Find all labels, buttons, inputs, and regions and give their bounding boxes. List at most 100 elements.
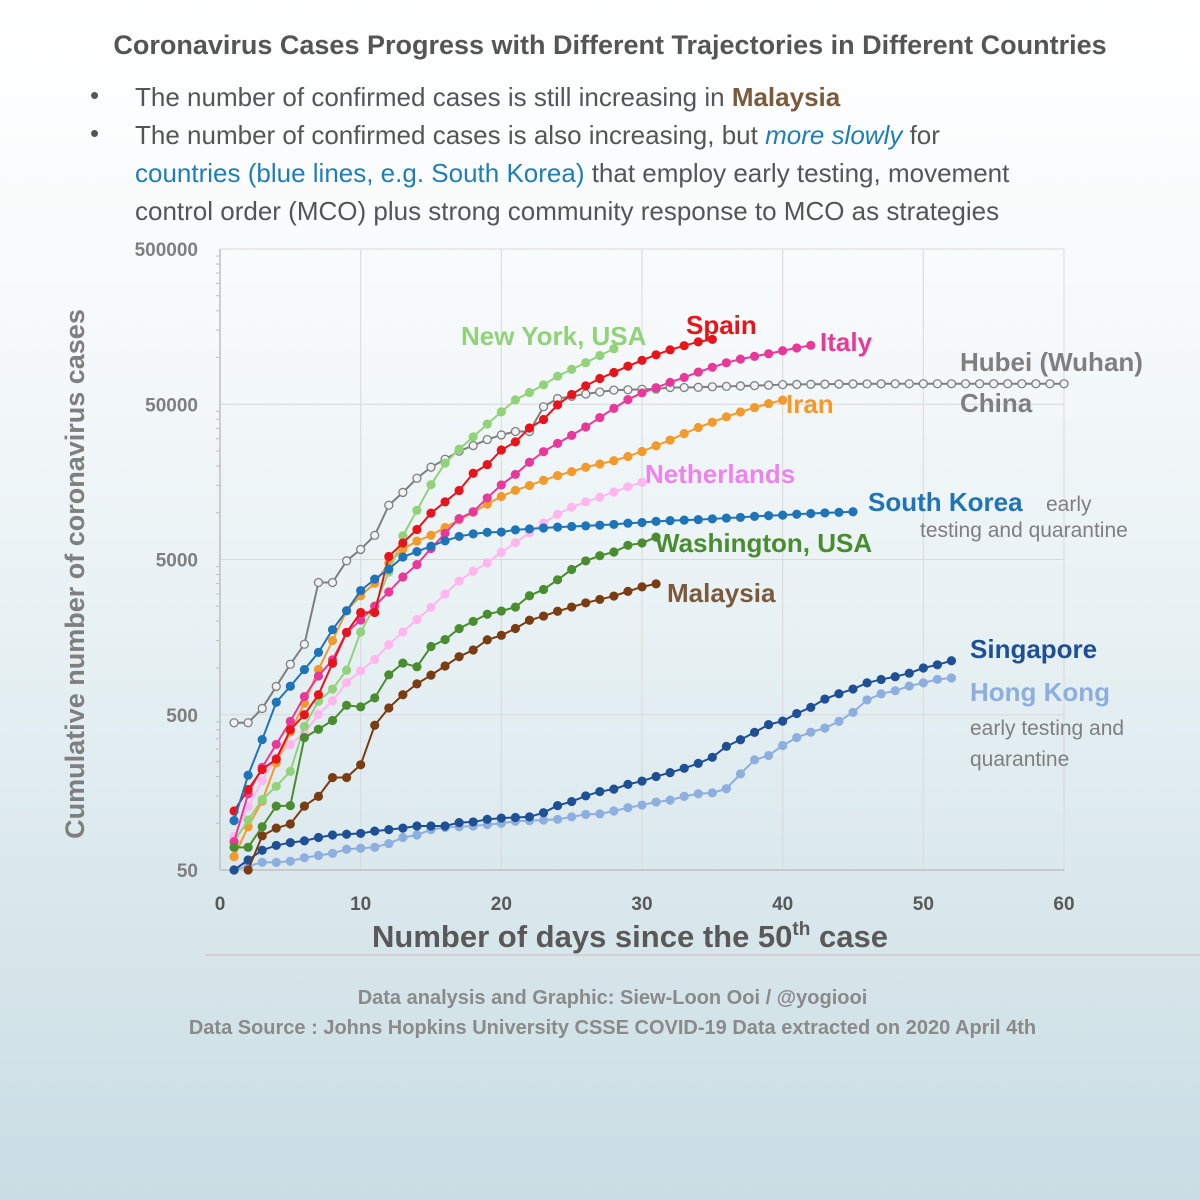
data-point-south_korea [426, 541, 436, 551]
data-point-singapore [313, 832, 324, 843]
data-point-south_korea [693, 514, 703, 525]
data-point-malaysia [327, 772, 338, 783]
data-point-italy [384, 587, 394, 597]
data-point-hubei [721, 381, 732, 392]
series-label-singapore: Singapore [970, 634, 1097, 664]
data-point-iran [327, 636, 338, 646]
data-point-malaysia [299, 801, 309, 811]
data-point-spain [538, 414, 549, 425]
data-point-hong_kong [946, 673, 957, 683]
data-point-south_korea [778, 510, 788, 520]
data-point-malaysia [257, 831, 267, 841]
data-point-netherlands [623, 482, 633, 492]
data-point-hubei [974, 379, 985, 389]
grid [220, 248, 1065, 871]
data-point-singapore [904, 668, 914, 678]
series-lines [229, 334, 1069, 875]
data-point-spain [693, 337, 703, 347]
data-point-hong_kong [932, 674, 943, 684]
data-point-washington [524, 591, 535, 601]
data-point-singapore [496, 813, 506, 823]
data-point-italy [271, 739, 281, 750]
data-point-washington [651, 532, 661, 542]
bullet-2-suffix: for [902, 120, 940, 150]
data-point-iran [665, 435, 675, 445]
data-point-south_korea [524, 524, 535, 534]
data-point-italy [398, 572, 408, 582]
data-point-malaysia [538, 611, 549, 621]
data-point-netherlands [496, 547, 506, 557]
data-point-hong_kong [707, 788, 717, 798]
data-point-south_korea [468, 529, 478, 539]
data-point-iran [749, 402, 760, 413]
data-point-hubei [313, 577, 324, 588]
data-point-hubei [1003, 379, 1013, 389]
data-point-italy [749, 351, 760, 361]
data-point-spain [313, 690, 324, 700]
series-hong_kong [229, 673, 957, 875]
data-point-hubei [285, 659, 295, 669]
data-point-new_york [426, 480, 436, 490]
data-point-hong_kong [749, 755, 760, 765]
data-point-malaysia [482, 635, 492, 645]
data-point-south_korea [454, 531, 464, 542]
data-point-washington [398, 658, 408, 668]
data-point-singapore [327, 830, 338, 840]
data-point-netherlands [637, 477, 647, 487]
x-tick-label: 0 [215, 894, 226, 915]
data-point-south_korea [609, 519, 619, 530]
data-point-spain [581, 381, 591, 391]
data-point-malaysia [412, 679, 422, 689]
data-point-singapore [918, 663, 928, 673]
data-point-washington [243, 842, 253, 852]
data-point-hong_kong [313, 850, 324, 861]
data-point-hubei [271, 681, 281, 692]
data-point-singapore [299, 836, 309, 846]
data-point-washington [637, 538, 647, 548]
data-point-italy [806, 340, 816, 350]
data-point-singapore [595, 786, 605, 797]
data-point-iran [679, 429, 689, 439]
data-point-washington [384, 670, 394, 680]
data-point-washington [510, 602, 521, 612]
data-point-iran [763, 399, 774, 409]
data-point-spain [524, 423, 535, 433]
data-point-hubei [735, 381, 746, 391]
data-point-singapore [693, 758, 703, 768]
data-point-spain [398, 538, 408, 548]
data-point-new_york [609, 344, 619, 354]
data-point-washington [440, 635, 450, 645]
data-point-hubei [482, 434, 492, 445]
data-point-singapore [426, 821, 436, 831]
data-point-italy [707, 362, 717, 372]
data-point-singapore [356, 828, 366, 839]
data-point-singapore [792, 708, 802, 719]
data-point-malaysia [426, 670, 436, 680]
data-point-hong_kong [721, 784, 732, 794]
data-point-south_korea [412, 547, 422, 557]
data-point-singapore [721, 741, 732, 751]
data-point-hong_kong [623, 803, 633, 813]
data-point-south_korea [398, 552, 408, 562]
data-point-washington [609, 547, 619, 557]
data-point-south_korea [581, 521, 591, 531]
data-point-hubei [890, 379, 900, 389]
data-point-hubei [932, 379, 943, 389]
data-point-malaysia [510, 623, 521, 634]
data-point-singapore [567, 796, 577, 807]
data-point-singapore [257, 845, 267, 855]
data-point-singapore [932, 660, 943, 670]
data-point-netherlands [468, 566, 478, 576]
data-point-hong_kong [834, 716, 844, 727]
data-point-south_korea [482, 527, 492, 537]
data-point-hubei [496, 430, 506, 440]
data-point-hubei [412, 473, 422, 483]
data-point-hubei [1045, 379, 1055, 389]
data-point-hong_kong [299, 853, 309, 863]
data-point-new_york [468, 432, 478, 442]
data-point-malaysia [567, 602, 577, 612]
data-point-singapore [440, 821, 450, 831]
data-point-washington [538, 584, 549, 595]
data-point-malaysia [651, 579, 661, 589]
data-point-washington [285, 800, 295, 811]
